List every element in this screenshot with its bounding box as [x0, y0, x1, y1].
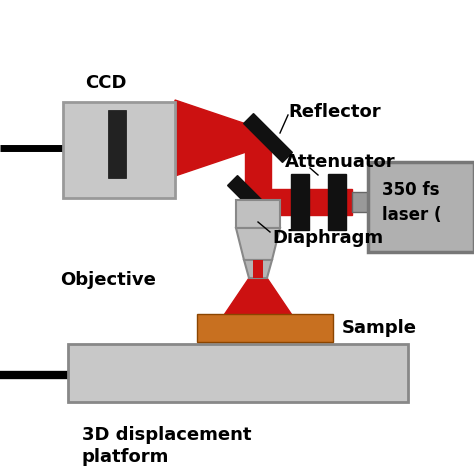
- Polygon shape: [175, 100, 258, 176]
- Text: platform: platform: [82, 448, 169, 466]
- Bar: [63, 102, 175, 198]
- Bar: [291, 174, 309, 230]
- Bar: [197, 314, 333, 342]
- Bar: [68, 344, 408, 402]
- Bar: [236, 200, 280, 228]
- Bar: [328, 174, 346, 230]
- Bar: [245, 138, 271, 202]
- Polygon shape: [222, 278, 294, 318]
- Text: Attenuator: Attenuator: [285, 153, 396, 171]
- Text: 3D displacement: 3D displacement: [82, 426, 252, 444]
- Text: CCD: CCD: [85, 74, 127, 92]
- Text: Sample: Sample: [342, 319, 417, 337]
- Bar: [258, 189, 352, 215]
- Text: Reflector: Reflector: [288, 103, 381, 121]
- Polygon shape: [244, 114, 292, 163]
- Text: Objective: Objective: [60, 271, 156, 289]
- Polygon shape: [228, 175, 276, 224]
- Text: Diaphragm: Diaphragm: [272, 229, 383, 247]
- Bar: [352, 192, 370, 212]
- Bar: [368, 162, 474, 252]
- Text: laser (: laser (: [382, 206, 441, 224]
- Bar: [108, 110, 126, 178]
- Polygon shape: [236, 228, 280, 260]
- Text: 350 fs: 350 fs: [382, 181, 439, 199]
- Bar: [253, 260, 263, 278]
- Polygon shape: [244, 260, 272, 278]
